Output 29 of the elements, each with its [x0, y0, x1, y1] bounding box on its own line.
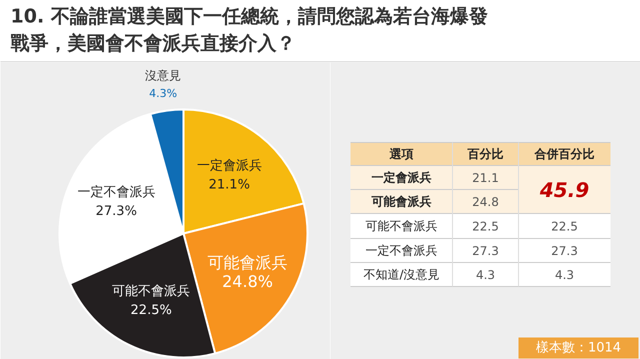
- text: 45.9: [538, 178, 590, 202]
- data-label: 27.3%: [96, 204, 137, 220]
- chart-title: 10. 不論誰當選美國下一任總統，請問您認為若台海爆發戰爭，美國會不會派兵直接介入？: [10, 6, 488, 54]
- slice-label: 可能會派兵: [370, 194, 432, 208]
- text: 樣本數：1014: [536, 340, 622, 356]
- text: 27.3: [551, 244, 578, 258]
- text: 百分比: [466, 147, 504, 161]
- slice-label: 沒意見: [145, 68, 182, 83]
- slice-label: 一定會派兵: [196, 158, 262, 174]
- text: 選項: [388, 147, 414, 161]
- slice-label: 可能不會派兵: [112, 284, 190, 300]
- text: 22.5: [551, 220, 578, 234]
- text: 22.5: [472, 220, 499, 234]
- text: 4.3: [476, 268, 496, 282]
- text: 不知道/沒意見: [363, 268, 440, 282]
- text: 21.1: [472, 171, 499, 185]
- slice-label: 一定不會派兵: [77, 185, 156, 200]
- slice-label: 可能會派兵: [208, 252, 288, 272]
- text: 一定不會派兵: [366, 244, 438, 258]
- text: 4.3: [554, 268, 574, 282]
- data-label: 4.3%: [149, 87, 178, 100]
- text: 合併百分比: [534, 147, 594, 161]
- data-label: 21.1%: [208, 177, 250, 192]
- text: 可能不會派兵: [366, 219, 438, 233]
- slice-label: 一定會派兵: [372, 170, 432, 184]
- text: 24.8: [472, 195, 499, 209]
- data-label: 22.5%: [130, 303, 172, 318]
- data-label: 24.8%: [222, 272, 273, 291]
- text: 27.3: [472, 244, 499, 258]
